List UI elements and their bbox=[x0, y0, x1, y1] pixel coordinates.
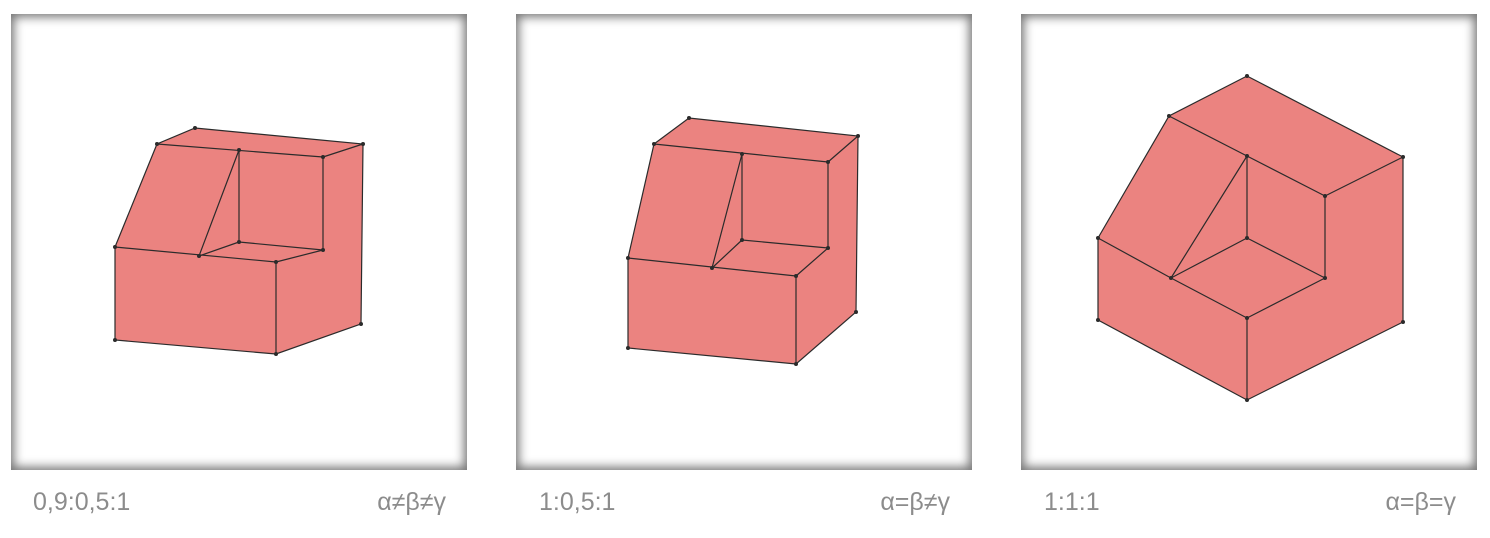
notch-floor-back-edge bbox=[238, 241, 324, 251]
top-inner-edge bbox=[1246, 155, 1326, 197]
ledge-inner-edge bbox=[1170, 277, 1248, 319]
trimetric-ratio-label: 0,9:0,5:1 bbox=[33, 488, 131, 516]
notch-floor-right-edge bbox=[1246, 277, 1326, 319]
outline-edges bbox=[627, 117, 859, 365]
vertex-markers bbox=[1096, 74, 1405, 402]
notch-floor-right-edge bbox=[275, 249, 324, 263]
notch-slope-edge bbox=[711, 153, 743, 269]
top-right-edge bbox=[827, 135, 859, 163]
notch-slope-edge bbox=[1170, 155, 1248, 279]
vertex-markers bbox=[113, 126, 365, 356]
isometric-angle-label: α=β=γ bbox=[1385, 488, 1456, 516]
trimetric-panel bbox=[11, 14, 467, 470]
dimetric-ratio-label: 1:0,5:1 bbox=[539, 488, 616, 516]
dimetric-panel bbox=[516, 14, 972, 470]
notch-floor-side-edge bbox=[711, 239, 743, 269]
notch-floor-right-edge bbox=[795, 247, 829, 277]
notch-slope-edge bbox=[198, 149, 240, 257]
notch-floor-back-edge bbox=[741, 239, 829, 249]
vertex-markers bbox=[626, 116, 860, 366]
notch-floor-back-edge bbox=[1246, 237, 1326, 279]
isometric-shape-drawing bbox=[1096, 74, 1405, 402]
notch-floor-side-edge bbox=[1170, 237, 1248, 279]
solid-silhouette bbox=[1098, 76, 1403, 400]
dimetric-shape-drawing bbox=[626, 116, 860, 366]
dimetric-angle-label: α=β≠γ bbox=[880, 488, 950, 516]
ledge-front-edge bbox=[114, 246, 277, 263]
trimetric-angle-label: α≠β≠γ bbox=[377, 488, 446, 516]
outline-edges bbox=[1097, 75, 1404, 401]
trimetric-shape-drawing bbox=[113, 126, 365, 356]
notch-floor-side-edge bbox=[198, 241, 240, 257]
outline-edges bbox=[114, 127, 364, 355]
top-right-edge bbox=[322, 143, 364, 158]
top-right-edge bbox=[1324, 156, 1404, 197]
isometric-ratio-label: 1:1:1 bbox=[1044, 488, 1100, 516]
ledge-front-edge bbox=[1097, 237, 1172, 279]
isometric-panel bbox=[1021, 14, 1477, 470]
top-front-edge bbox=[1168, 115, 1248, 157]
